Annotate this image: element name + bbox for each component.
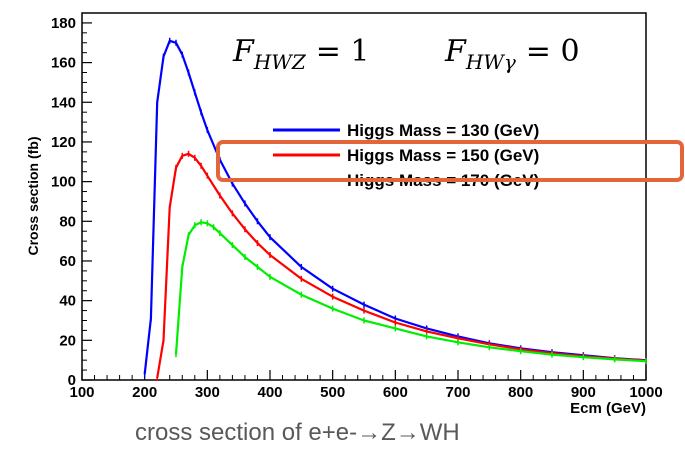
series-lines xyxy=(143,37,647,382)
formula-right-symbol: F xyxy=(444,34,467,69)
svg-text:FHWZ= 1: FHWZ = 1 xyxy=(232,34,370,74)
y-tick-label: 160 xyxy=(51,55,76,72)
y-tick-label: 180 xyxy=(51,15,76,32)
x-tick-label: 700 xyxy=(445,384,470,401)
y-tick-label: 60 xyxy=(59,253,76,270)
y-tick-label: 120 xyxy=(51,134,76,151)
y-axis-label: Cross section (fb) xyxy=(25,136,41,255)
y-tick-label: 140 xyxy=(51,94,76,111)
caption: cross section of e+e-→Z→WH xyxy=(135,419,460,446)
highlight-box xyxy=(216,140,684,182)
x-tick-label: 300 xyxy=(195,384,220,401)
formula-right-subscript: HWγ xyxy=(465,50,516,74)
x-tick-label: 900 xyxy=(571,384,596,401)
x-tick-label: 100 xyxy=(69,384,94,401)
svg-text:FHWγ= 0: FHWγ = 0 xyxy=(444,34,580,74)
legend: Higgs Mass = 130 (GeV) Higgs Mass = 150 … xyxy=(273,121,539,190)
y-tick-label: 0 xyxy=(68,372,76,389)
legend-label-150: Higgs Mass = 150 (GeV) xyxy=(347,146,539,165)
y-tick-label: 40 xyxy=(59,293,76,310)
series-line-2 xyxy=(174,221,647,363)
formula-left-subscript: HWZ xyxy=(253,50,307,74)
axis-ticks: 100 200 300 400 500 600 700 800 900 1000 0 20 40 60 80… xyxy=(51,15,663,401)
x-tick-label: 500 xyxy=(320,384,345,401)
series-line-1 xyxy=(156,152,647,379)
formula-annotation: FHWZ = 1 FHWγ = 0 xyxy=(232,34,580,74)
formula-left-symbol: F xyxy=(232,34,255,69)
x-tick-label: 800 xyxy=(508,384,533,401)
plot-frame xyxy=(81,12,647,381)
x-axis-label: Ecm (GeV) xyxy=(570,400,646,417)
formula-left-value: = 1 xyxy=(316,34,370,69)
legend-label-130: Higgs Mass = 130 (GeV) xyxy=(347,121,539,140)
y-tick-label: 20 xyxy=(59,332,76,349)
y-tick-label: 80 xyxy=(59,213,76,230)
formula-right-value: = 0 xyxy=(526,34,580,69)
y-tick-label: 100 xyxy=(51,174,76,191)
x-tick-label: 200 xyxy=(132,384,157,401)
x-tick-label: 1000 xyxy=(629,384,662,401)
x-tick-label: 600 xyxy=(383,384,408,401)
x-tick-label: 400 xyxy=(257,384,282,401)
